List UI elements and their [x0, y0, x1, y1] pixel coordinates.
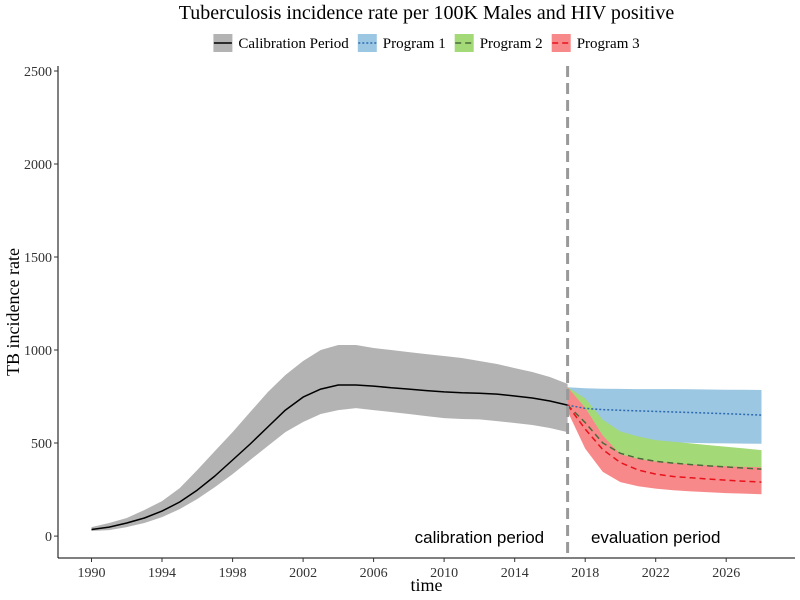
y-tick-label: 1500 [24, 251, 52, 266]
legend-item-program-1: Program 1 [357, 34, 446, 52]
y-axis-title: TB incidence rate [3, 248, 23, 376]
legend-label-calibration-period: Calibration Period [238, 36, 349, 52]
legend-key-program-2 [454, 34, 474, 52]
x-tick-label: 1998 [219, 566, 247, 581]
legend-item-program-3: Program 3 [551, 34, 640, 52]
y-tick-label: 2000 [24, 158, 52, 173]
y-tick-label: 1000 [24, 344, 52, 359]
axes: 0 500 1000 1500 2000 2500 1990 1994 1998 2002 200… [24, 65, 795, 581]
x-tick-label: 2018 [571, 566, 599, 581]
x-axis-title: time [411, 575, 443, 595]
plot-panel: calibration period evaluation period [91, 66, 762, 558]
program-1-line [567, 404, 762, 416]
legend: Calibration Period Program 1 Program 2 Prog… [213, 34, 640, 52]
y-tick-label: 500 [31, 437, 52, 452]
x-tick-label: 2022 [642, 566, 670, 581]
x-tick-label: 1990 [78, 566, 106, 581]
annotation-evaluation-period: evaluation period [591, 528, 720, 547]
legend-item-program-2: Program 2 [454, 34, 543, 52]
legend-item-calibration-period: Calibration Period [213, 34, 349, 52]
annotation-calibration-period: calibration period [415, 528, 544, 547]
x-tick-label: 2026 [712, 566, 740, 581]
x-tick-label: 2014 [501, 566, 529, 581]
x-tick-label: 2006 [360, 566, 388, 581]
program-2-line [567, 404, 762, 470]
y-tick-label: 2500 [24, 65, 52, 80]
x-tick-label: 2002 [289, 566, 317, 581]
x-axis: 1990 1994 1998 2002 2006 2010 2014 2018 2022 2026 [58, 557, 795, 581]
legend-label-program-1: Program 1 [383, 36, 446, 52]
y-tick-label: 0 [45, 530, 52, 545]
y-axis: 0 500 1000 1500 2000 2500 [24, 65, 59, 558]
period-annotations: calibration period evaluation period [415, 528, 721, 547]
program-3-line [566, 404, 762, 483]
legend-label-program-3: Program 3 [577, 36, 640, 52]
legend-key-program-3 [551, 34, 571, 52]
program-3-band [567, 387, 762, 495]
legend-label-program-2: Program 2 [480, 36, 543, 52]
x-tick-label: 1994 [148, 566, 176, 581]
x-tick-label: 2010 [430, 566, 458, 581]
series-lines [91, 384, 762, 531]
chart-title: Tuberculosis incidence rate per 100K Mal… [179, 2, 675, 24]
calibration-period-line [91, 384, 568, 531]
